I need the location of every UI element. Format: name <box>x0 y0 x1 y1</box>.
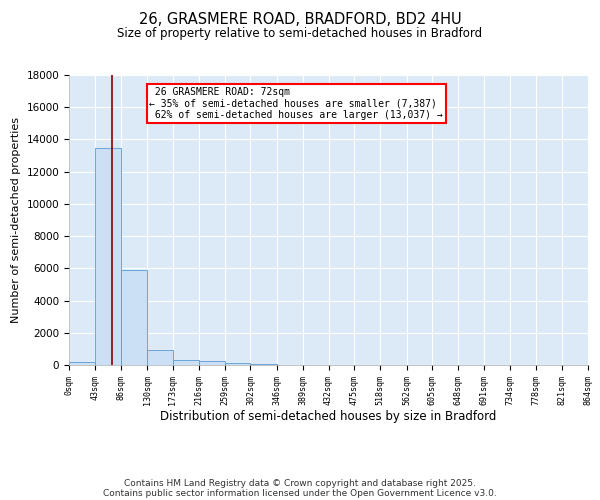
X-axis label: Distribution of semi-detached houses by size in Bradford: Distribution of semi-detached houses by … <box>160 410 497 424</box>
Bar <box>69 362 95 365</box>
Bar <box>250 364 277 365</box>
Text: Size of property relative to semi-detached houses in Bradford: Size of property relative to semi-detach… <box>118 28 482 40</box>
Bar <box>224 363 250 365</box>
Bar <box>199 361 224 365</box>
Text: 26 GRASMERE ROAD: 72sqm
← 35% of semi-detached houses are smaller (7,387)
 62% o: 26 GRASMERE ROAD: 72sqm ← 35% of semi-de… <box>149 86 443 120</box>
Text: 26, GRASMERE ROAD, BRADFORD, BD2 4HU: 26, GRASMERE ROAD, BRADFORD, BD2 4HU <box>139 12 461 28</box>
Y-axis label: Number of semi-detached properties: Number of semi-detached properties <box>11 117 21 323</box>
Bar <box>121 270 147 365</box>
Bar <box>147 350 173 365</box>
Text: Contains HM Land Registry data © Crown copyright and database right 2025.: Contains HM Land Registry data © Crown c… <box>124 478 476 488</box>
Bar <box>95 148 121 365</box>
Bar <box>173 360 199 365</box>
Text: Contains public sector information licensed under the Open Government Licence v3: Contains public sector information licen… <box>103 488 497 498</box>
